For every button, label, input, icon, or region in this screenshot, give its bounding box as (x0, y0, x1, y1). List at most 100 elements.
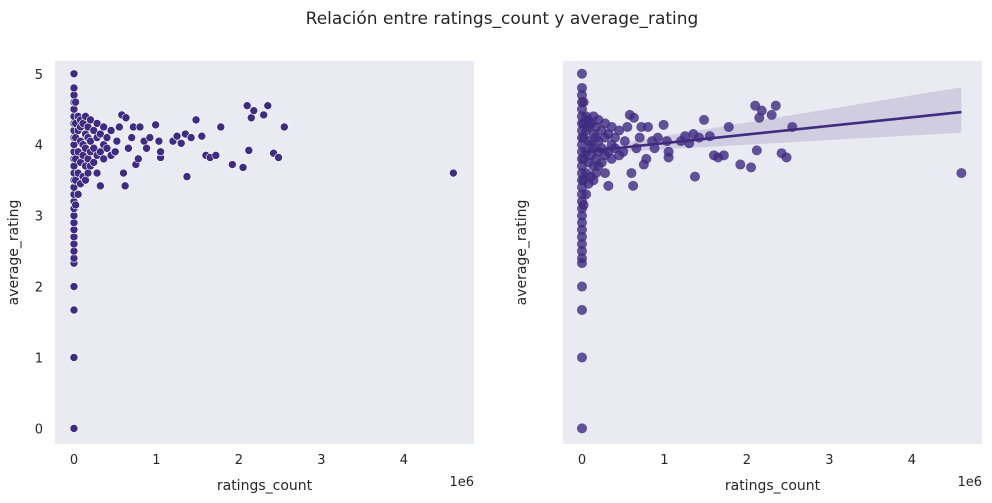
data-point (658, 119, 669, 130)
data-point (216, 122, 226, 132)
data-point (576, 210, 587, 221)
data-point (663, 146, 674, 157)
data-point (211, 151, 221, 160)
data-point (274, 153, 283, 162)
data-point (134, 154, 143, 164)
figure-title: Relación entre ratings_count y average_r… (306, 9, 699, 29)
data-point (182, 172, 192, 181)
data-point (89, 143, 99, 153)
data-point (69, 353, 79, 362)
data-point (81, 175, 90, 185)
data-point (263, 101, 273, 110)
data-point (242, 101, 252, 110)
data-point (770, 100, 781, 111)
data-point (576, 304, 587, 315)
right-x-tick-labels: 0 1 2 3 4 (578, 453, 916, 468)
right-x-axis-label: ratings_count (725, 478, 821, 494)
data-point (626, 168, 637, 179)
data-point (176, 138, 186, 148)
data-point (622, 121, 633, 132)
data-point (96, 129, 105, 139)
x-tick-label: 0 (70, 453, 78, 468)
left-x-axis-label: ratings_count (217, 478, 313, 494)
data-point (69, 424, 79, 433)
data-point (576, 68, 587, 79)
data-point (89, 126, 99, 135)
data-point (576, 224, 587, 235)
data-point (628, 180, 639, 191)
x-tick-label: 1 (660, 453, 668, 468)
data-point (120, 181, 130, 191)
data-point (735, 159, 746, 170)
data-point (119, 168, 128, 178)
right-x-offset-label: 1e6 (957, 475, 982, 490)
data-point (154, 136, 164, 146)
data-point (642, 121, 653, 132)
data-point (249, 106, 259, 115)
data-point (956, 168, 967, 179)
data-point (600, 168, 611, 179)
data-point (96, 181, 105, 191)
data-point (244, 146, 254, 155)
data-point (576, 253, 587, 264)
y-tick-label: 3 (35, 210, 43, 225)
data-point (756, 105, 767, 116)
x-tick-label: 3 (317, 453, 325, 468)
data-point (115, 122, 124, 132)
data-point (652, 132, 663, 143)
data-point (576, 82, 587, 93)
data-point (83, 168, 93, 178)
left-x-tick-labels: 0 1 2 3 4 (70, 453, 408, 468)
y-tick-label: 4 (35, 139, 43, 154)
data-point (614, 125, 625, 136)
data-point (89, 158, 99, 167)
data-point (228, 160, 237, 169)
left-scatter-plot: 0 1 2 3 4 0 1 2 3 4 5 ratings_count average_ratin… (6, 61, 474, 494)
x-tick-label: 4 (400, 453, 408, 468)
data-point (576, 231, 587, 242)
data-point (71, 97, 80, 107)
data-point (86, 115, 95, 125)
left-y-tick-labels: 0 1 2 3 4 5 (35, 68, 43, 438)
data-point (73, 190, 83, 199)
data-point (92, 168, 102, 178)
data-point (102, 133, 112, 142)
regression-line (581, 110, 962, 154)
data-point (576, 352, 587, 363)
data-point (92, 119, 102, 128)
data-point (619, 136, 630, 147)
data-point (576, 246, 587, 257)
data-point (576, 217, 587, 228)
left-axes-background (55, 61, 474, 444)
data-point (578, 97, 589, 108)
left-data-points (69, 69, 458, 433)
data-point (99, 154, 108, 164)
y-tick-label: 1 (35, 351, 43, 366)
data-point (751, 145, 762, 156)
right-regression-plot: 0 1 2 3 4 ratings_count average_rating 1e6 (514, 61, 982, 494)
x-tick-label: 4 (908, 453, 916, 468)
data-point (71, 200, 80, 210)
data-point (618, 146, 629, 157)
data-point (69, 83, 79, 93)
x-tick-label: 1 (152, 453, 160, 468)
x-tick-label: 0 (578, 453, 586, 468)
data-point (142, 143, 151, 153)
data-point (661, 136, 672, 147)
data-point (603, 180, 614, 191)
data-point (69, 69, 79, 79)
data-point (689, 171, 700, 182)
data-point (578, 199, 589, 210)
data-point (197, 131, 207, 141)
data-point (576, 281, 587, 292)
data-point (634, 132, 645, 143)
data-point (186, 133, 196, 142)
data-point (106, 126, 116, 135)
data-point (247, 113, 256, 123)
data-point (238, 163, 248, 172)
data-point (145, 133, 155, 142)
data-point (606, 121, 617, 132)
data-point (746, 162, 757, 173)
data-point (576, 238, 587, 249)
